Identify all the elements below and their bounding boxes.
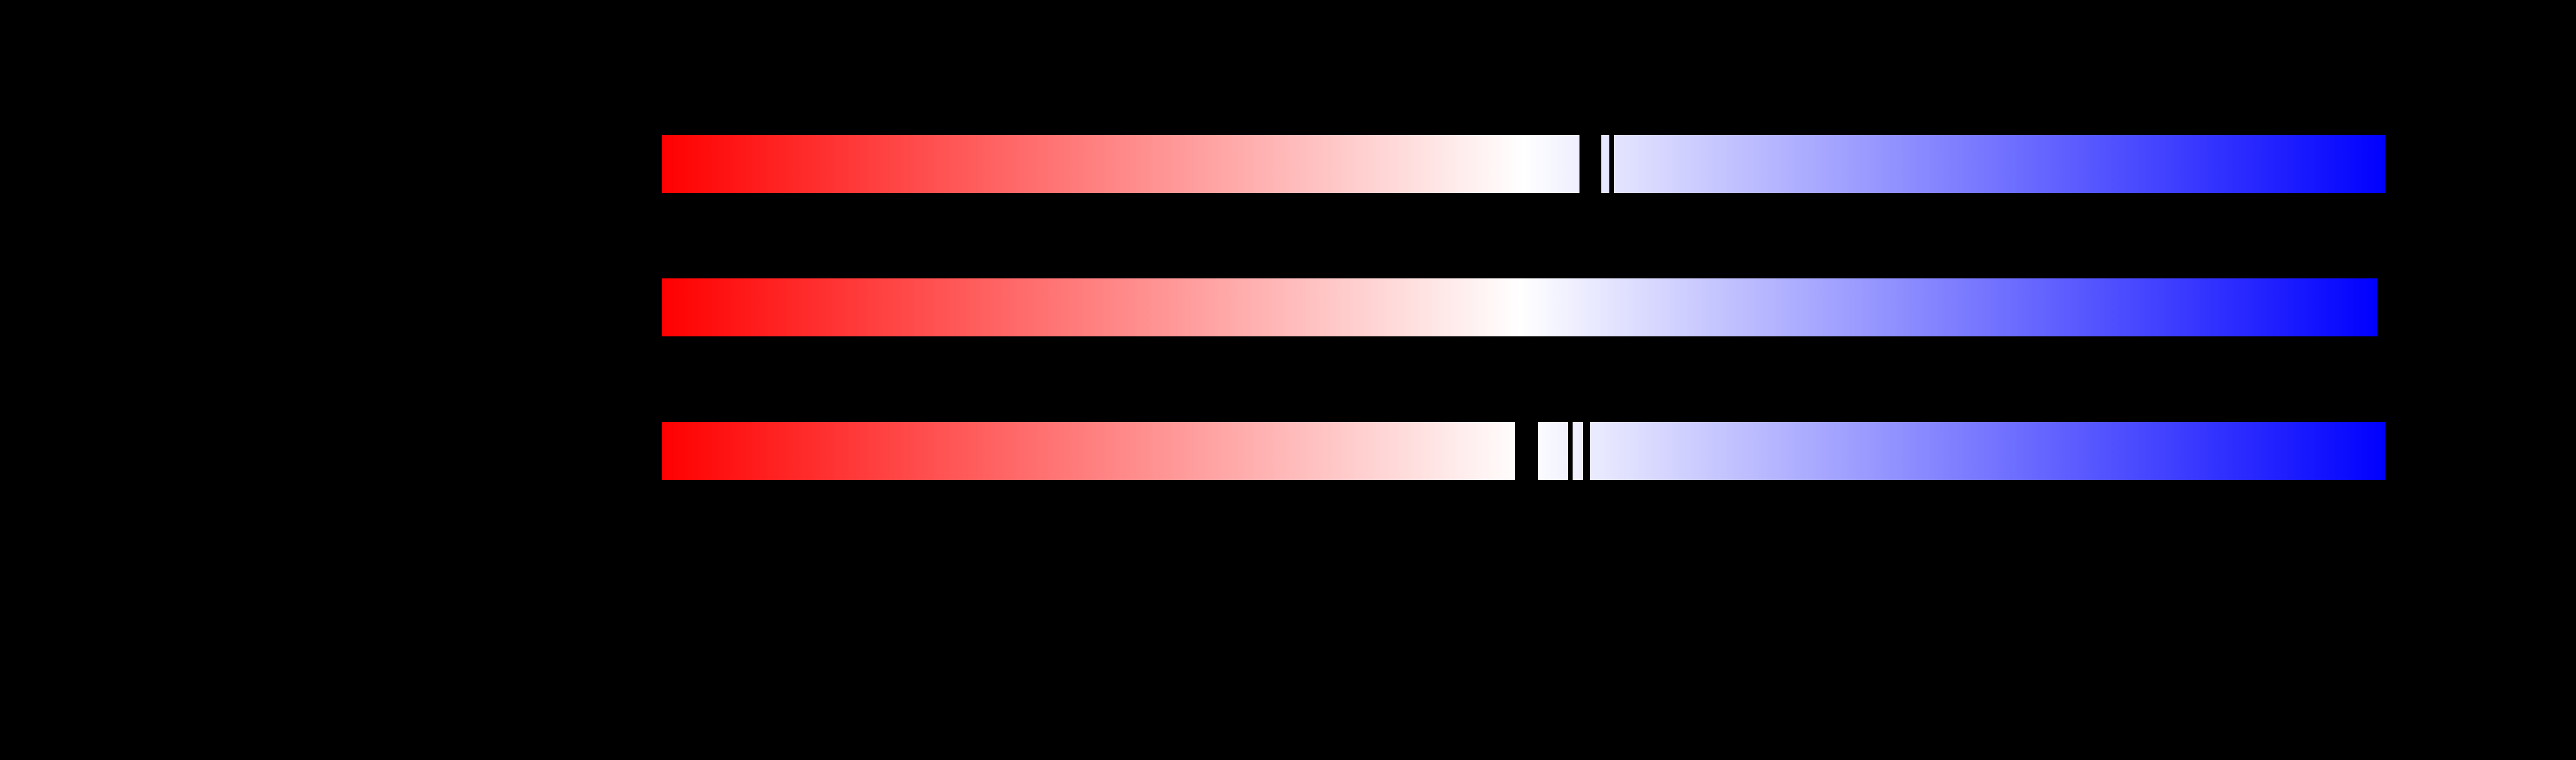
marker-line [1568,422,1573,480]
colorbar-top [662,135,2385,193]
marker-line [1579,135,1601,193]
marker-line [1515,422,1538,480]
marker-line [1609,135,1614,193]
colorbar-middle [662,278,2377,336]
colorbar-bottom [662,422,2385,480]
marker-line [1583,422,1590,480]
